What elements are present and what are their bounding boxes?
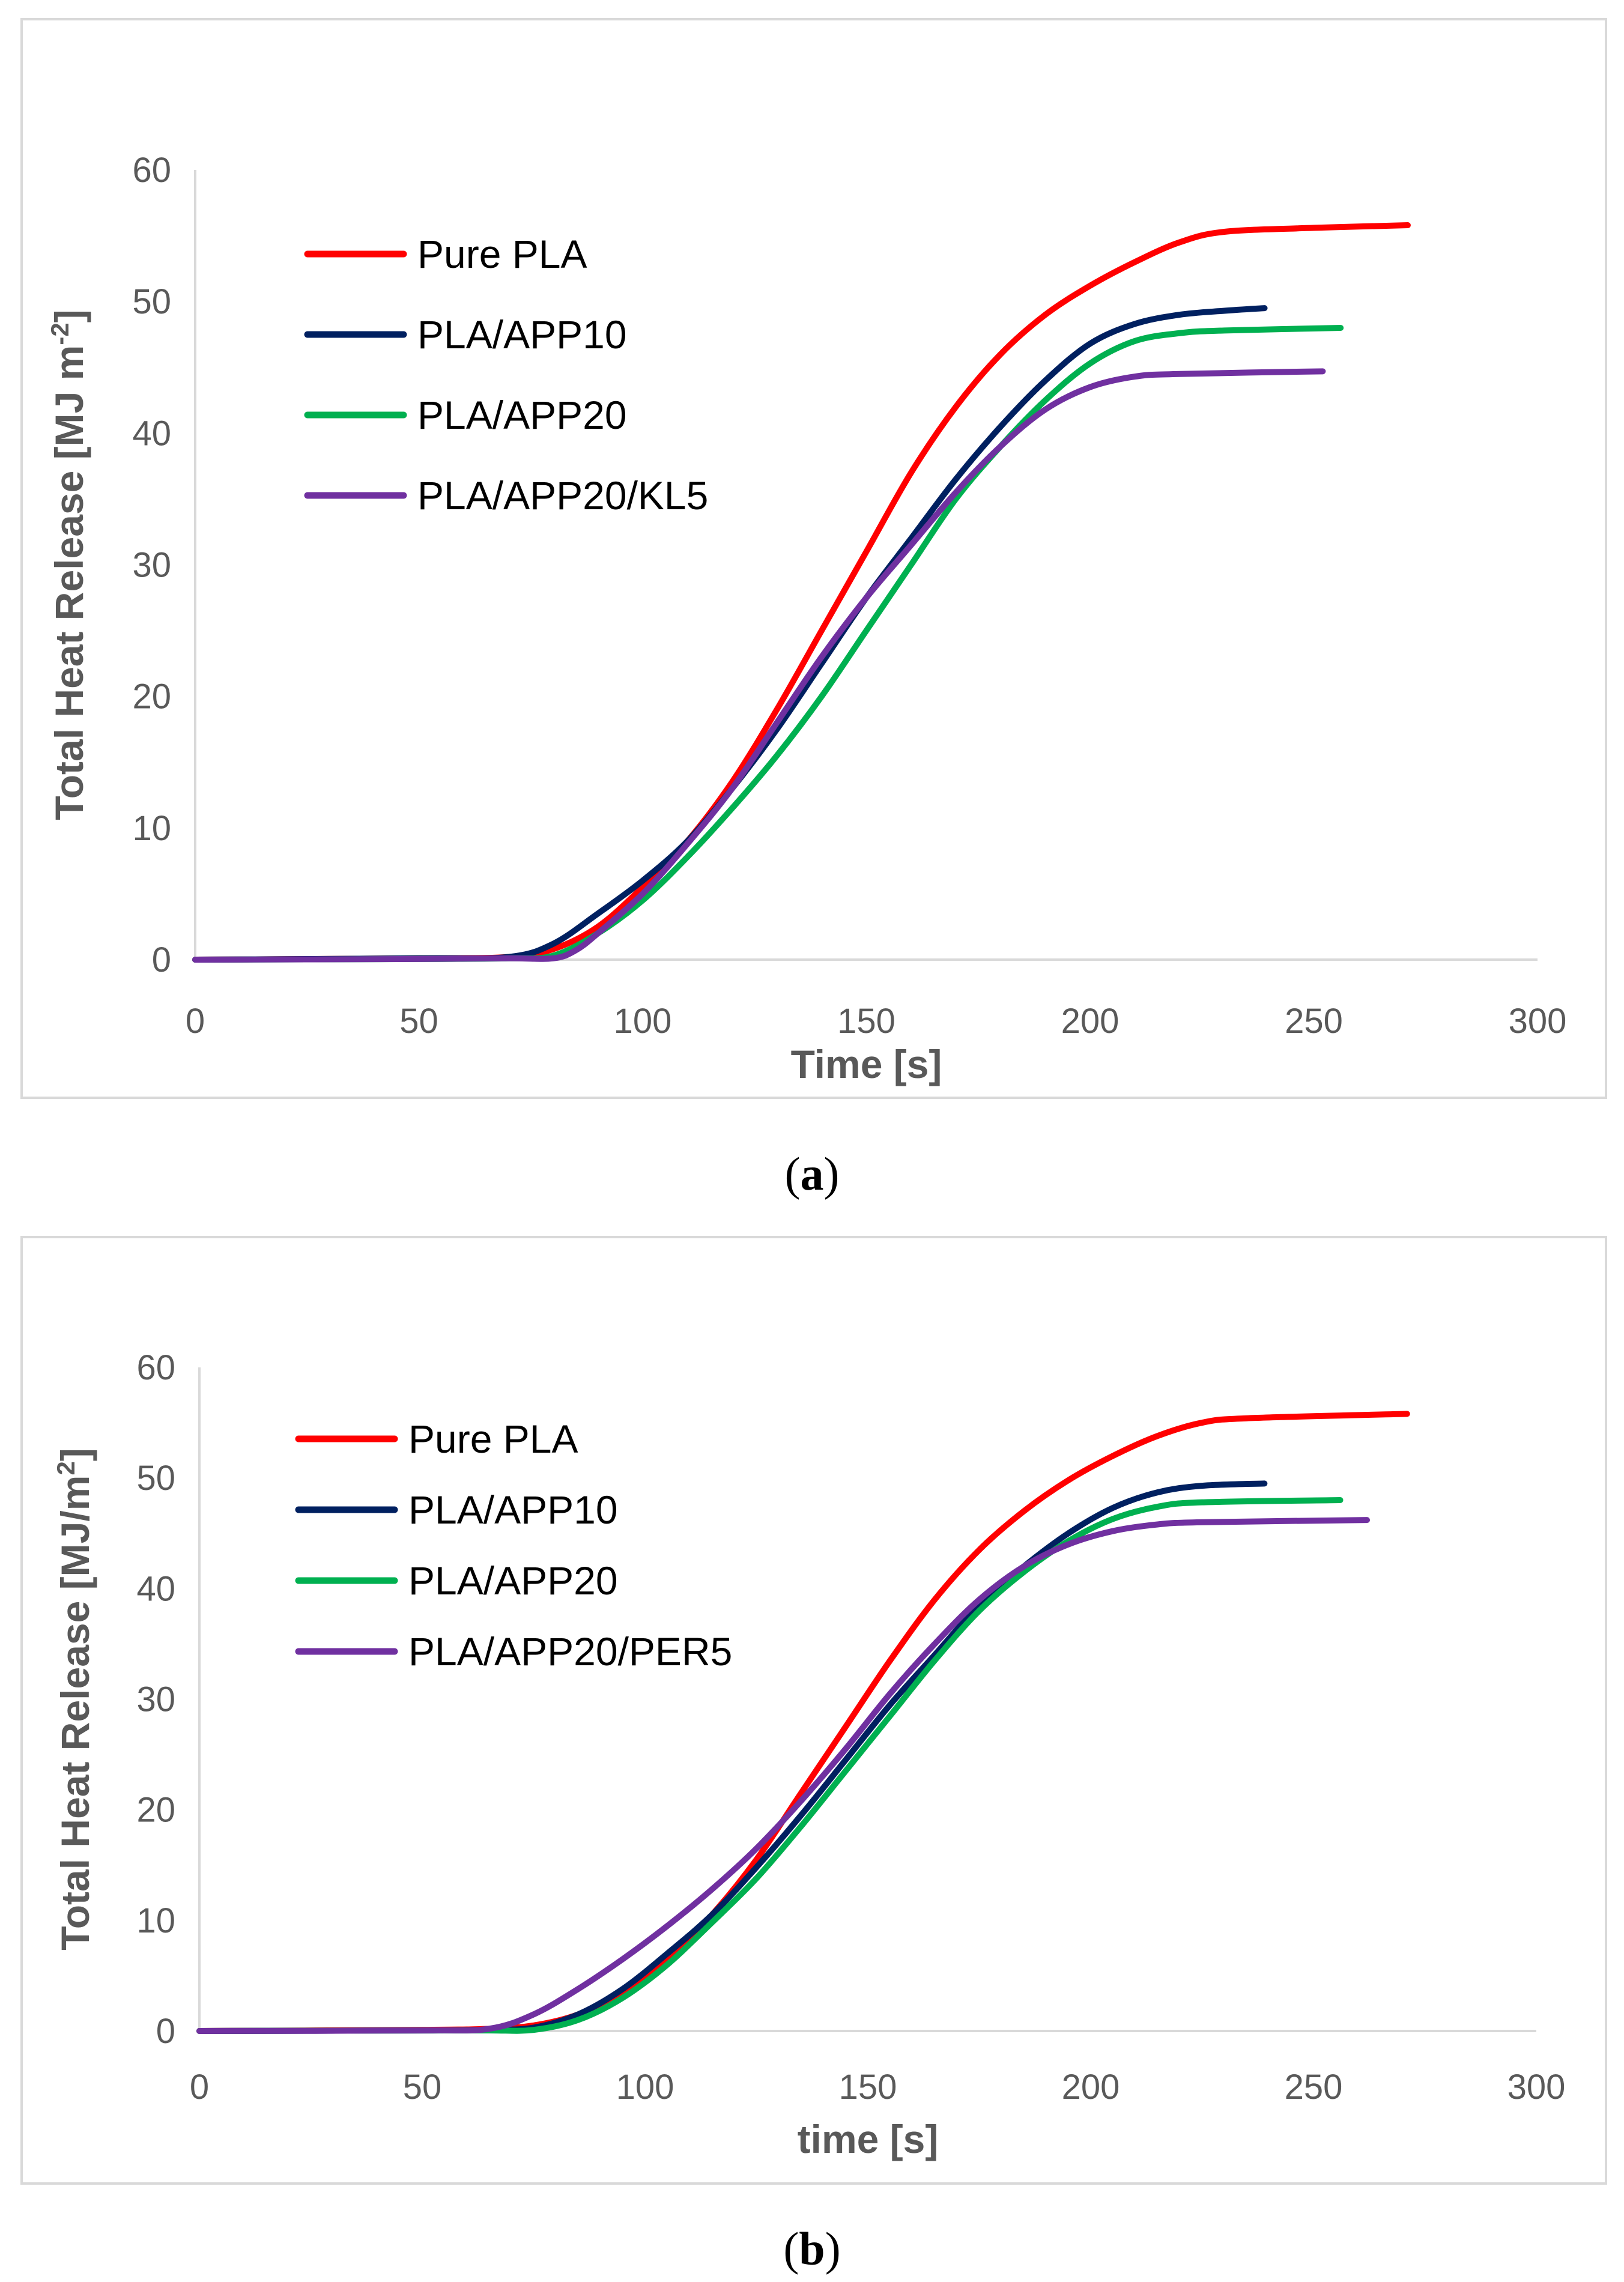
y-tick-label: 50 (136, 1459, 175, 1498)
y-axis-title-main: Total Heat Release [MJ m (47, 345, 91, 820)
series-line-pla-app20-per5 (196, 1517, 1371, 2034)
y-tick-label: 60 (136, 1348, 175, 1387)
x-tick-label: 200 (1061, 1002, 1120, 1041)
y-tick-label: 40 (136, 1569, 175, 1608)
caption-b: (b) (783, 2223, 841, 2275)
y-tick-label: 20 (136, 1791, 175, 1830)
y-tick-label: 30 (136, 1680, 175, 1719)
series-line-pla-app20 (192, 325, 1344, 963)
y-axis-title-end: ] (53, 1448, 97, 1461)
series-line-pure-pla (196, 1411, 1410, 2034)
y-axis-title-end: ] (47, 309, 91, 322)
chart-a: 0 10 20 30 40 50 60 0 50 100 150 200 250 300 Time [s] T… (46, 151, 1566, 1086)
x-tick-label: 200 (1062, 2068, 1120, 2107)
legend-label-pla-app10: PLA/APP10 (417, 312, 627, 357)
legend-label-pla-app20: PLA/APP20 (408, 1558, 618, 1603)
y-tick-label: 20 (132, 677, 171, 716)
x-tick-label: 50 (399, 1002, 438, 1041)
series-line-pla-app10 (196, 1480, 1268, 2034)
caption-a-label: a (800, 1148, 824, 1200)
x-tick-label: 100 (616, 2068, 674, 2107)
x-axis-title: Time [s] (791, 1042, 942, 1086)
y-tick-label: 60 (132, 151, 171, 190)
y-tick-label: 40 (132, 414, 171, 453)
legend-label-pla-app20-per5: PLA/APP20/PER5 (408, 1629, 732, 1674)
chart-panel-a (20, 18, 1607, 1099)
y-tick-label: 10 (136, 1901, 175, 1940)
x-axis-title: time [s] (798, 2117, 939, 2161)
series-line-pla-app20-kl5 (192, 368, 1326, 963)
x-tick-label: 100 (614, 1002, 672, 1041)
series-line-pure-pla (192, 222, 1411, 963)
y-axis-title-sup: 2 (52, 1461, 80, 1475)
x-tick-label: 300 (1509, 1002, 1567, 1041)
caption-b-label: b (799, 2223, 825, 2275)
legend-label-pure-pla: Pure PLA (408, 1417, 578, 1461)
x-tick-label: 150 (839, 2068, 897, 2107)
y-tick-label: 30 (132, 546, 171, 585)
legend-label-pla-app20-kl5: PLA/APP20/KL5 (417, 473, 708, 518)
x-tick-label: 150 (837, 1002, 895, 1041)
series-line-pla-app20 (196, 1497, 1344, 2034)
y-axis-title: Total Heat Release [MJ/m2] (52, 1448, 97, 1950)
y-tick-label: 10 (132, 809, 171, 848)
x-tick-label: 0 (190, 2068, 209, 2107)
chart-b: 0 10 20 30 40 50 60 0 50 100 150 200 250 300 time [s] T… (52, 1348, 1565, 2161)
chart-panel-b (20, 1236, 1607, 2185)
y-tick-label: 0 (152, 940, 171, 979)
y-axis-title: Total Heat Release [MJ m-2] (46, 309, 91, 820)
caption-a: (a) (784, 1148, 840, 1200)
series-line-pla-app10 (192, 305, 1268, 963)
legend-label-pla-app10: PLA/APP10 (408, 1488, 618, 1532)
legend-label-pure-pla: Pure PLA (417, 232, 587, 276)
x-tick-label: 250 (1285, 1002, 1343, 1041)
x-tick-label: 0 (186, 1002, 205, 1041)
x-tick-label: 50 (403, 2068, 442, 2107)
y-tick-label: 0 (156, 2012, 175, 2051)
legend-label-pla-app20: PLA/APP20 (417, 393, 627, 437)
y-axis-title-sup: -2 (46, 322, 74, 345)
x-tick-label: 250 (1285, 2068, 1343, 2107)
y-axis-title-main: Total Heat Release [MJ/m (53, 1475, 97, 1951)
y-tick-label: 50 (132, 282, 171, 321)
x-tick-label: 300 (1507, 2068, 1566, 2107)
